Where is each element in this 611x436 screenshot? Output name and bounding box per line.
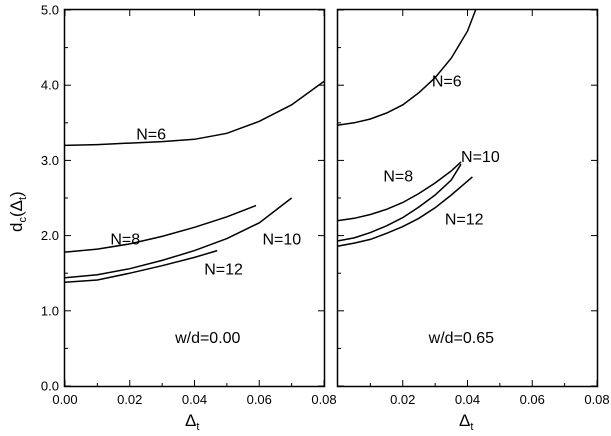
plot-frame-right <box>336 8 599 388</box>
y-axis-close-paren: ) <box>7 191 26 197</box>
y-tick-label: 4.0 <box>41 78 59 93</box>
y-axis-subscript: c <box>17 217 29 223</box>
y-axis-symbol: d <box>7 223 26 232</box>
x-axis-subscript-left: t <box>196 421 199 433</box>
curve-label-n-10: N=10 <box>262 232 301 249</box>
x-axis-subscript-right: t <box>470 421 473 433</box>
y-axis-argument-subscript: t <box>17 197 29 200</box>
x-tick-label: 0.06 <box>247 392 272 407</box>
x-tick-label: 0.02 <box>117 392 142 407</box>
curve-labels-right: N=6 N=8 N=10 N=12 <box>383 74 499 229</box>
y-tick-label: 1.0 <box>41 303 59 318</box>
x-tick-label: 0.08 <box>584 392 609 407</box>
x-tick-label: 0.04 <box>182 392 207 407</box>
panel-right: 0.02 0.04 0.06 0.08 N=6 N=8 N=10 N=12 w/d=0.65 <box>336 8 610 407</box>
x-axis-symbol-right: Δ <box>459 411 470 430</box>
curve-label-n-12: N=12 <box>445 211 484 228</box>
series-line-n-10 <box>337 163 462 242</box>
series-line-n-8 <box>64 204 257 253</box>
x-axis-symbol-left: Δ <box>185 411 196 430</box>
series-line-n-12 <box>64 249 218 283</box>
y-axis-argument: (Δ <box>7 200 26 217</box>
series-line-n-12 <box>337 176 473 247</box>
y-tick-label: 5.0 <box>41 3 59 18</box>
x-axis-title-right: Δt <box>459 411 473 433</box>
x-tick-label: 0.06 <box>520 392 545 407</box>
y-tick-label: 3.0 <box>41 153 59 168</box>
x-axis-title-left: Δt <box>185 411 199 433</box>
tick-group-right: 0.02 0.04 0.06 0.08 <box>338 9 610 407</box>
curve-label-n-6: N=6 <box>432 74 462 91</box>
curve-labels-left: N=6 N=8 N=10 N=12 <box>110 126 301 278</box>
x-tick-label: 0.02 <box>390 392 415 407</box>
plot-frame-left <box>63 8 326 388</box>
y-tick-label: 0.0 <box>41 379 59 394</box>
series-line-n-6 <box>64 80 325 147</box>
series-line-n-10 <box>64 197 293 279</box>
curve-label-n-12: N=12 <box>204 262 243 279</box>
panel-annotation-left: w/d=0.00 <box>174 330 240 347</box>
curve-label-n-8: N=8 <box>383 168 413 185</box>
curves-right <box>337 9 477 247</box>
x-tick-label: 0.04 <box>455 392 480 407</box>
panel-annotation-right: w/d=0.65 <box>428 330 494 347</box>
series-line-n-6 <box>337 9 477 126</box>
x-tick-label: 0.08 <box>311 392 336 407</box>
curve-label-n-6: N=6 <box>136 126 166 143</box>
series-line-n-8 <box>337 161 462 222</box>
curve-label-n-10: N=10 <box>461 149 500 166</box>
y-axis-title: dc(Δt) <box>7 191 29 232</box>
tick-group-left: 0.00 0.02 0.04 0.06 0.08 0.0 1.0 2.0 3.0 4.0 5.0 <box>41 3 337 408</box>
x-tick-label: 0.00 <box>52 392 77 407</box>
curves-left <box>64 80 325 283</box>
curve-label-n-8: N=8 <box>110 232 140 249</box>
y-tick-label: 2.0 <box>41 228 59 243</box>
panel-left: 0.00 0.02 0.04 0.06 0.08 0.0 1.0 2.0 3.0 4.0 5.0 N… <box>41 3 337 408</box>
